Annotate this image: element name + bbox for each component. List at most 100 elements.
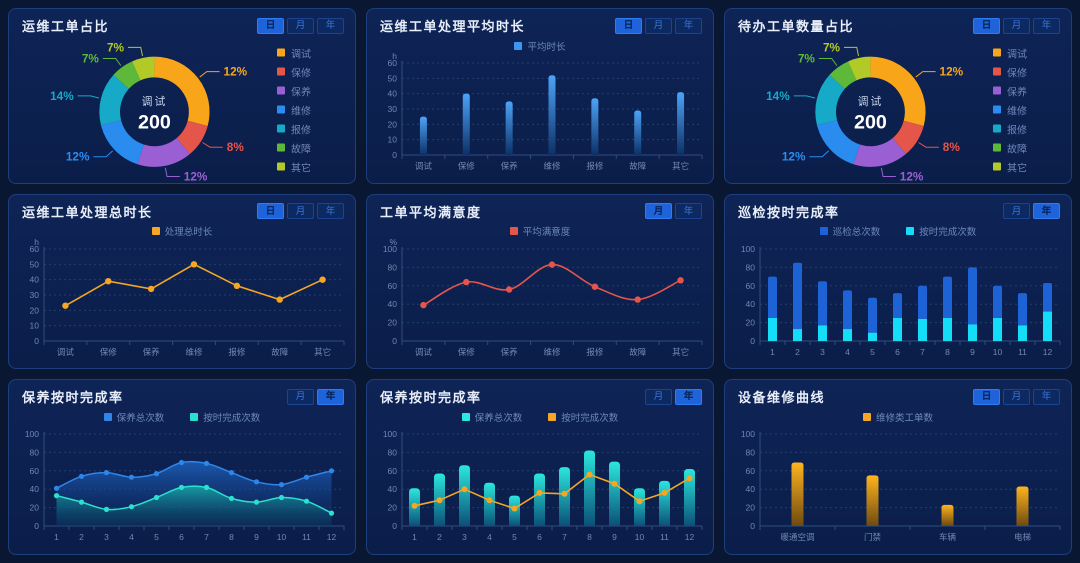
- svg-text:3: 3: [462, 532, 467, 542]
- svg-text:60: 60: [388, 466, 398, 476]
- period-button-2[interactable]: 年: [675, 388, 702, 405]
- svg-text:7%: 7%: [107, 40, 125, 54]
- period-button-3[interactable]: 年: [675, 17, 702, 34]
- period-button-2[interactable]: 月: [1003, 388, 1030, 405]
- donut-chart-todo-order-ratio: 12% 8% 12% 12% 14% 7% 7% 调试 200 调试 保修 保养 维修 报修 故障 其它: [725, 37, 1071, 182]
- svg-text:车辆: 车辆: [939, 532, 957, 542]
- legend-swatch-icon: [277, 105, 285, 114]
- period-button-3[interactable]: 年: [317, 203, 344, 220]
- panel-title: 运维工单占比: [22, 19, 110, 34]
- svg-text:7%: 7%: [82, 51, 100, 65]
- svg-text:7: 7: [562, 532, 567, 542]
- svg-text:5: 5: [870, 347, 875, 357]
- legend-item[interactable]: 调试: [993, 45, 1027, 60]
- svg-text:保修: 保修: [458, 347, 476, 357]
- period-button-1[interactable]: 日: [973, 388, 1000, 405]
- legend-item[interactable]: 保修: [993, 64, 1027, 79]
- panel-device-repair-curve: 设备维修曲线 日月年 维修类工单数 0 20 40 60 80 100 暖通空调 门禁 车辆 电梯: [724, 379, 1072, 555]
- panel-maintenance-completion-area: 保养按时完成率 月年 保养总次数 按时完成次数 0 20 40 60 80 100 1 2 3 4 5 6…: [8, 379, 356, 555]
- period-button-3[interactable]: 年: [1033, 388, 1060, 405]
- period-toggle: 月年: [1000, 203, 1060, 220]
- legend-swatch-icon: [277, 124, 285, 133]
- chart-legend: 平均时长: [514, 38, 566, 53]
- legend-swatch-icon: [819, 227, 828, 236]
- legend-item[interactable]: 处理总时长: [151, 224, 212, 238]
- legend-item[interactable]: 平均时长: [514, 39, 566, 53]
- legend-item[interactable]: 保养: [993, 83, 1027, 98]
- legend-item[interactable]: 保养总次数: [103, 410, 164, 424]
- chart-legend: 平均满意度: [509, 224, 570, 239]
- svg-text:0: 0: [34, 336, 39, 346]
- legend-item[interactable]: 故障: [277, 140, 311, 155]
- svg-text:保养: 保养: [143, 347, 161, 357]
- panel-header: 工单平均满意度 月年: [367, 195, 713, 223]
- svg-text:5: 5: [512, 532, 517, 542]
- svg-text:报修: 报修: [586, 161, 604, 171]
- chart-legend: 处理总时长: [151, 224, 212, 239]
- period-button-2[interactable]: 月: [1003, 17, 1030, 34]
- svg-text:30: 30: [30, 290, 40, 300]
- svg-text:门禁: 门禁: [864, 532, 882, 542]
- panel-inspection-completion: 巡检按时完成率 月年 巡检总次数 按时完成次数 0 20 40 60 80 100 1 2 3 4 5 6…: [724, 193, 1072, 370]
- svg-text:14%: 14%: [766, 89, 790, 103]
- svg-text:11: 11: [660, 532, 669, 542]
- period-button-2[interactable]: 月: [287, 17, 314, 34]
- svg-text:0: 0: [392, 521, 397, 531]
- legend-item[interactable]: 保养总次数: [461, 410, 522, 424]
- svg-text:20: 20: [746, 503, 756, 513]
- panel-title: 设备维修曲线: [738, 390, 826, 406]
- legend-item[interactable]: 按时完成次数: [190, 410, 260, 424]
- period-button-2[interactable]: 月: [287, 203, 314, 220]
- period-button-1[interactable]: 日: [973, 17, 1000, 34]
- legend-swatch-icon: [993, 67, 1001, 76]
- panel-order-satisfaction: 工单平均满意度 月年 平均满意度 0 20 40 60 80 100% 调试 保修 保养 维修 报修 故…: [366, 193, 714, 370]
- svg-text:其它: 其它: [672, 161, 689, 171]
- legend-item-label: 报修: [1007, 125, 1027, 137]
- legend-item[interactable]: 维修类工单数: [862, 410, 933, 424]
- period-button-2[interactable]: 月: [645, 17, 672, 34]
- legend-item[interactable]: 平均满意度: [509, 224, 570, 238]
- period-toggle: 日月年: [254, 17, 344, 34]
- period-button-1[interactable]: 月: [287, 388, 314, 405]
- svg-text:故障: 故障: [271, 347, 289, 357]
- period-button-1[interactable]: 日: [257, 17, 284, 34]
- legend-item[interactable]: 巡检总次数: [819, 224, 880, 238]
- svg-text:调试: 调试: [415, 347, 433, 357]
- period-button-2[interactable]: 年: [317, 388, 344, 405]
- svg-text:40: 40: [388, 89, 398, 99]
- svg-text:60: 60: [388, 280, 398, 290]
- chart-canvas: 0 20 40 60 80 100% 调试 保修 保养 维修 报修 故障 其它: [383, 239, 703, 357]
- legend-item[interactable]: 按时完成次数: [906, 224, 976, 238]
- legend-item[interactable]: 保修: [277, 64, 311, 79]
- period-button-1[interactable]: 月: [1003, 203, 1030, 220]
- legend-item[interactable]: 故障: [993, 140, 1027, 155]
- period-button-1[interactable]: 日: [615, 17, 642, 34]
- svg-text:h: h: [392, 53, 397, 61]
- period-button-1[interactable]: 月: [645, 388, 672, 405]
- legend-item[interactable]: 其它: [993, 159, 1027, 174]
- period-button-2[interactable]: 年: [1033, 203, 1060, 220]
- period-button-3[interactable]: 年: [1033, 17, 1060, 34]
- legend-item[interactable]: 调试: [277, 45, 311, 60]
- legend-item[interactable]: 其它: [277, 159, 311, 174]
- svg-text:故障: 故障: [629, 347, 647, 357]
- panel-title: 待办工单数量占比: [738, 19, 855, 34]
- legend-swatch-icon: [461, 412, 470, 421]
- period-toggle: 月年: [642, 388, 702, 405]
- period-button-2[interactable]: 年: [675, 203, 702, 220]
- period-button-1[interactable]: 月: [645, 203, 672, 220]
- period-button-1[interactable]: 日: [257, 203, 284, 220]
- legend-item[interactable]: 报修: [277, 121, 311, 136]
- legend-item[interactable]: 按时完成次数: [548, 410, 618, 424]
- legend-item[interactable]: 报修: [993, 121, 1027, 136]
- svg-text:报修: 报修: [228, 347, 246, 357]
- legend-item[interactable]: 维修: [277, 102, 311, 117]
- period-button-3[interactable]: 年: [317, 17, 344, 34]
- legend-item[interactable]: 维修: [993, 102, 1027, 117]
- svg-text:其它: 其它: [314, 347, 331, 357]
- panel-ops-total-duration: 运维工单处理总时长 日月年 处理总时长 0 10 20 30 40 50 60 h 调试 保修 保养 维…: [8, 193, 356, 370]
- svg-text:80: 80: [746, 262, 756, 272]
- legend-item[interactable]: 保养: [277, 83, 311, 98]
- svg-text:其它: 其它: [672, 347, 689, 357]
- legend-swatch-icon: [277, 48, 285, 57]
